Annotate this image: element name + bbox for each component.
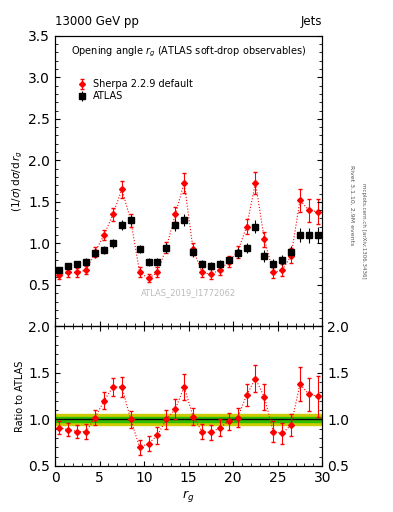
Text: ATLAS_2019_I1772062: ATLAS_2019_I1772062 [141, 288, 236, 297]
Text: Opening angle $r_g$ (ATLAS soft-drop observables): Opening angle $r_g$ (ATLAS soft-drop obs… [71, 45, 306, 59]
Text: 13000 GeV pp: 13000 GeV pp [55, 15, 139, 28]
Bar [55, 417, 322, 422]
Y-axis label: Ratio to ATLAS: Ratio to ATLAS [15, 360, 26, 432]
Y-axis label: $(1/\sigma)\,\mathrm{d}\sigma/\mathrm{d}\,r_g$: $(1/\sigma)\,\mathrm{d}\sigma/\mathrm{d}… [11, 150, 26, 212]
Text: Jets: Jets [301, 15, 322, 28]
X-axis label: $r_g$: $r_g$ [182, 487, 195, 504]
Legend: Sherpa 2.2.9 default, ATLAS: Sherpa 2.2.9 default, ATLAS [71, 76, 196, 105]
Text: Rivet 3.1.10, 2.9M events: Rivet 3.1.10, 2.9M events [349, 165, 354, 245]
Text: mcplots.cern.ch [arXiv:1306.3436]: mcplots.cern.ch [arXiv:1306.3436] [361, 183, 366, 278]
Bar [55, 414, 322, 425]
